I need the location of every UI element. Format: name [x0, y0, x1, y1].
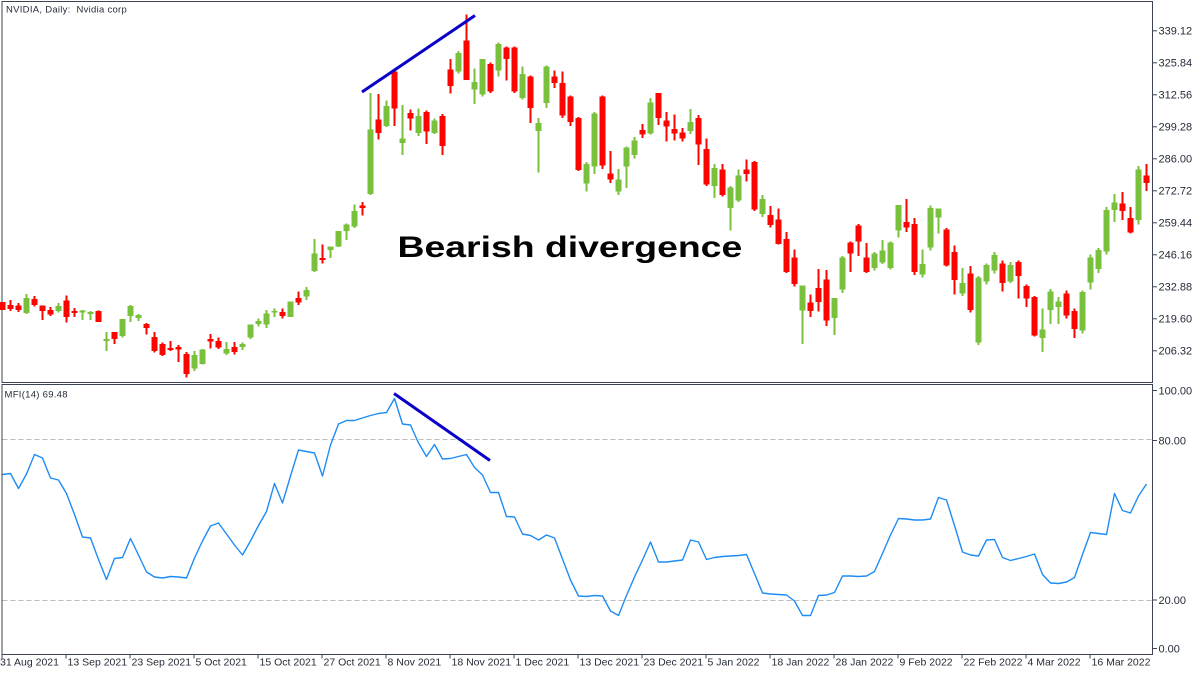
svg-text:5 Oct 2021: 5 Oct 2021	[196, 657, 248, 669]
svg-text:13 Dec 2021: 13 Dec 2021	[580, 657, 640, 669]
svg-text:MFI(14) 69.48: MFI(14) 69.48	[5, 389, 68, 400]
svg-text:339.12: 339.12	[1159, 26, 1193, 38]
svg-text:27 Oct 2021: 27 Oct 2021	[324, 657, 381, 669]
svg-text:232.88: 232.88	[1159, 282, 1193, 294]
svg-text:22 Feb 2022: 22 Feb 2022	[964, 657, 1023, 669]
svg-text:5 Jan 2022: 5 Jan 2022	[708, 657, 760, 669]
svg-text:NVIDIA, Daily: Nvidia corp: NVIDIA, Daily: Nvidia corp	[6, 5, 127, 16]
svg-text:1 Dec 2021: 1 Dec 2021	[516, 657, 570, 669]
svg-text:0.00: 0.00	[1159, 643, 1180, 655]
svg-text:23 Dec 2021: 23 Dec 2021	[644, 657, 704, 669]
svg-text:Bearish divergence: Bearish divergence	[398, 231, 743, 265]
svg-text:325.84: 325.84	[1159, 58, 1193, 70]
svg-text:31 Aug 2021: 31 Aug 2021	[0, 657, 59, 669]
svg-text:219.60: 219.60	[1159, 314, 1193, 326]
svg-text:18 Nov 2021: 18 Nov 2021	[452, 657, 512, 669]
svg-text:312.56: 312.56	[1159, 90, 1193, 102]
svg-text:299.28: 299.28	[1159, 122, 1193, 134]
svg-text:286.00: 286.00	[1159, 154, 1193, 166]
svg-text:13 Sep 2021: 13 Sep 2021	[68, 657, 128, 669]
svg-text:246.16: 246.16	[1159, 250, 1193, 262]
svg-text:9 Feb 2022: 9 Feb 2022	[900, 657, 953, 669]
svg-text:28 Jan 2022: 28 Jan 2022	[836, 657, 894, 669]
svg-text:100.00: 100.00	[1159, 385, 1193, 397]
svg-text:23 Sep 2021: 23 Sep 2021	[132, 657, 192, 669]
svg-text:259.44: 259.44	[1159, 218, 1193, 230]
svg-text:20.00: 20.00	[1159, 595, 1187, 607]
svg-text:16 Mar 2022: 16 Mar 2022	[1092, 657, 1151, 669]
svg-text:15 Oct 2021: 15 Oct 2021	[260, 657, 317, 669]
svg-text:80.00: 80.00	[1159, 435, 1187, 447]
svg-text:4 Mar 2022: 4 Mar 2022	[1028, 657, 1081, 669]
svg-text:206.32: 206.32	[1159, 346, 1193, 358]
svg-text:272.72: 272.72	[1159, 186, 1193, 198]
svg-text:18 Jan 2022: 18 Jan 2022	[772, 657, 830, 669]
svg-text:8 Nov 2021: 8 Nov 2021	[388, 657, 442, 669]
